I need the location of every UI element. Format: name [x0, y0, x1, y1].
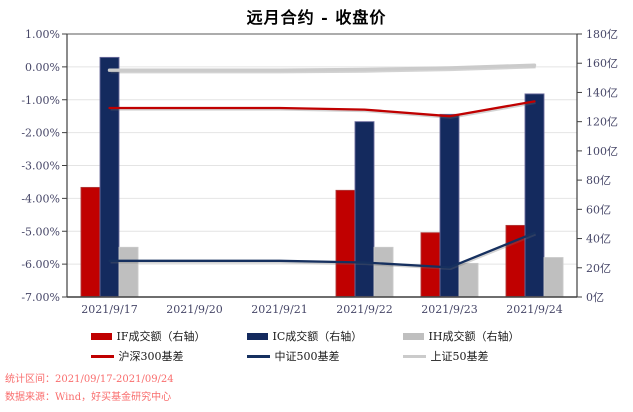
line-series-hs300-basis: [108, 100, 536, 119]
bar-ic-volume: [354, 121, 375, 297]
x-axis: 2021/9/17 2021/9/20 2021/9/21 2021/9/22 2021…: [81, 303, 562, 316]
left-tick-label: -3.00%: [21, 160, 60, 173]
legend-row-lines: 沪深300基差 中证500基差 上证50基差: [90, 348, 543, 364]
legend-line-swatch-icon: [90, 354, 114, 358]
line-sz50-basis: [107, 63, 537, 72]
bar-series-ic-volume: [99, 56, 545, 297]
bar-if-volume: [335, 189, 356, 297]
legend-label: IH成交额（右轴）: [428, 330, 520, 343]
legend-label: 沪深300基差: [118, 350, 184, 363]
line-hs300-basis: [108, 100, 536, 118]
legend-bar-swatch-icon: [246, 332, 268, 340]
right-tick-label: 20亿: [586, 262, 611, 275]
line-series-sz50-basis: [107, 63, 537, 74]
bar-ih-volume: [458, 262, 479, 297]
legend-row-bars: IF成交额（右轴） IC成交额（右轴） IH成交额（右轴）: [90, 328, 543, 344]
bar-if-volume: [420, 232, 441, 297]
legend-item-if-volume: IF成交额（右轴）: [90, 328, 231, 344]
bar-ic-volume: [524, 93, 545, 297]
right-tick-label: 160亿: [586, 57, 618, 70]
x-tick-label: 2021/9/22: [336, 303, 392, 316]
bar-ih-volume: [373, 246, 394, 297]
line-shadow: [110, 101, 536, 119]
x-tick-label: 2021/9/20: [166, 303, 222, 316]
legend-item-ic-volume: IC成交额（右轴）: [246, 328, 387, 344]
footer-stat-range: 统计区间：2021/09/17-2021/09/24: [5, 374, 174, 385]
bar-series-ih-volume: [118, 246, 564, 297]
bar-ih-volume: [118, 246, 139, 297]
right-axis: 180亿 160亿 140亿 120亿 100亿 80亿 60亿 40亿 20亿 0亿: [577, 28, 618, 304]
right-tick-label: 40亿: [586, 233, 611, 246]
left-tick-label: 0.00%: [25, 61, 60, 74]
bar-if-volume: [505, 224, 526, 297]
line-zz500-basis: [108, 231, 536, 269]
left-tick-label: -6.00%: [21, 258, 60, 271]
right-tick-label: 60亿: [586, 203, 611, 216]
legend-item-ih-volume: IH成交额（右轴）: [402, 328, 543, 344]
chart-title: 远月合约 - 收盘价: [246, 8, 387, 27]
legend-item-hs300-basis: 沪深300基差: [90, 348, 231, 364]
x-tick-label: 2021/9/17: [81, 303, 137, 316]
footer-data-source: 数据来源：Wind，好买基金研究中心: [5, 392, 172, 403]
legend-label: IF成交额（右轴）: [116, 330, 206, 343]
legend-line-swatch-icon: [246, 354, 270, 358]
bar-if-volume: [80, 186, 101, 297]
legend-label: 上证50基差: [430, 350, 489, 363]
left-tick-label: 1.00%: [25, 28, 60, 41]
x-tick-label: 2021/9/23: [421, 303, 477, 316]
left-tick-label: -2.00%: [21, 127, 60, 140]
legend-item-sz50-basis: 上证50基差: [402, 348, 543, 364]
legend-bar-swatch-icon: [402, 332, 424, 340]
legend-bar-swatch-icon: [90, 332, 112, 340]
right-tick-label: 80亿: [586, 174, 611, 187]
legend-item-zz500-basis: 中证500基差: [246, 348, 387, 364]
x-tick-label: 2021/9/24: [506, 303, 562, 316]
left-tick-label: -5.00%: [21, 225, 60, 238]
bar-ih-volume: [543, 257, 564, 297]
left-tick-label: -1.00%: [21, 94, 60, 107]
left-tick-label: -4.00%: [21, 192, 60, 205]
right-tick-label: 120亿: [586, 116, 618, 129]
line-series-zz500-basis: [108, 231, 537, 271]
left-tick-label: -7.00%: [21, 291, 60, 304]
right-tick-label: 140亿: [586, 86, 618, 99]
gridlines: [67, 66, 577, 265]
legend-line-swatch-icon: [402, 354, 426, 358]
legend-label: 中证500基差: [274, 350, 340, 363]
chart-legend: IF成交额（右轴） IC成交额（右轴） IH成交额（右轴） 沪深300基差 中证500基…: [0, 328, 633, 364]
line-shadow: [110, 233, 537, 271]
x-tick-label: 2021/9/21: [251, 303, 307, 316]
right-tick-label: 100亿: [586, 145, 618, 158]
right-tick-label: 180亿: [586, 28, 618, 41]
chart-footer: 统计区间：2021/09/17-2021/09/24 数据来源：Wind，好买基…: [5, 371, 174, 407]
legend-label: IC成交额（右轴）: [272, 330, 363, 343]
left-axis: 1.00% 0.00% -1.00% -2.00% -3.00% -4.00% -5.00%…: [21, 28, 67, 304]
right-tick-label: 0亿: [586, 291, 604, 304]
